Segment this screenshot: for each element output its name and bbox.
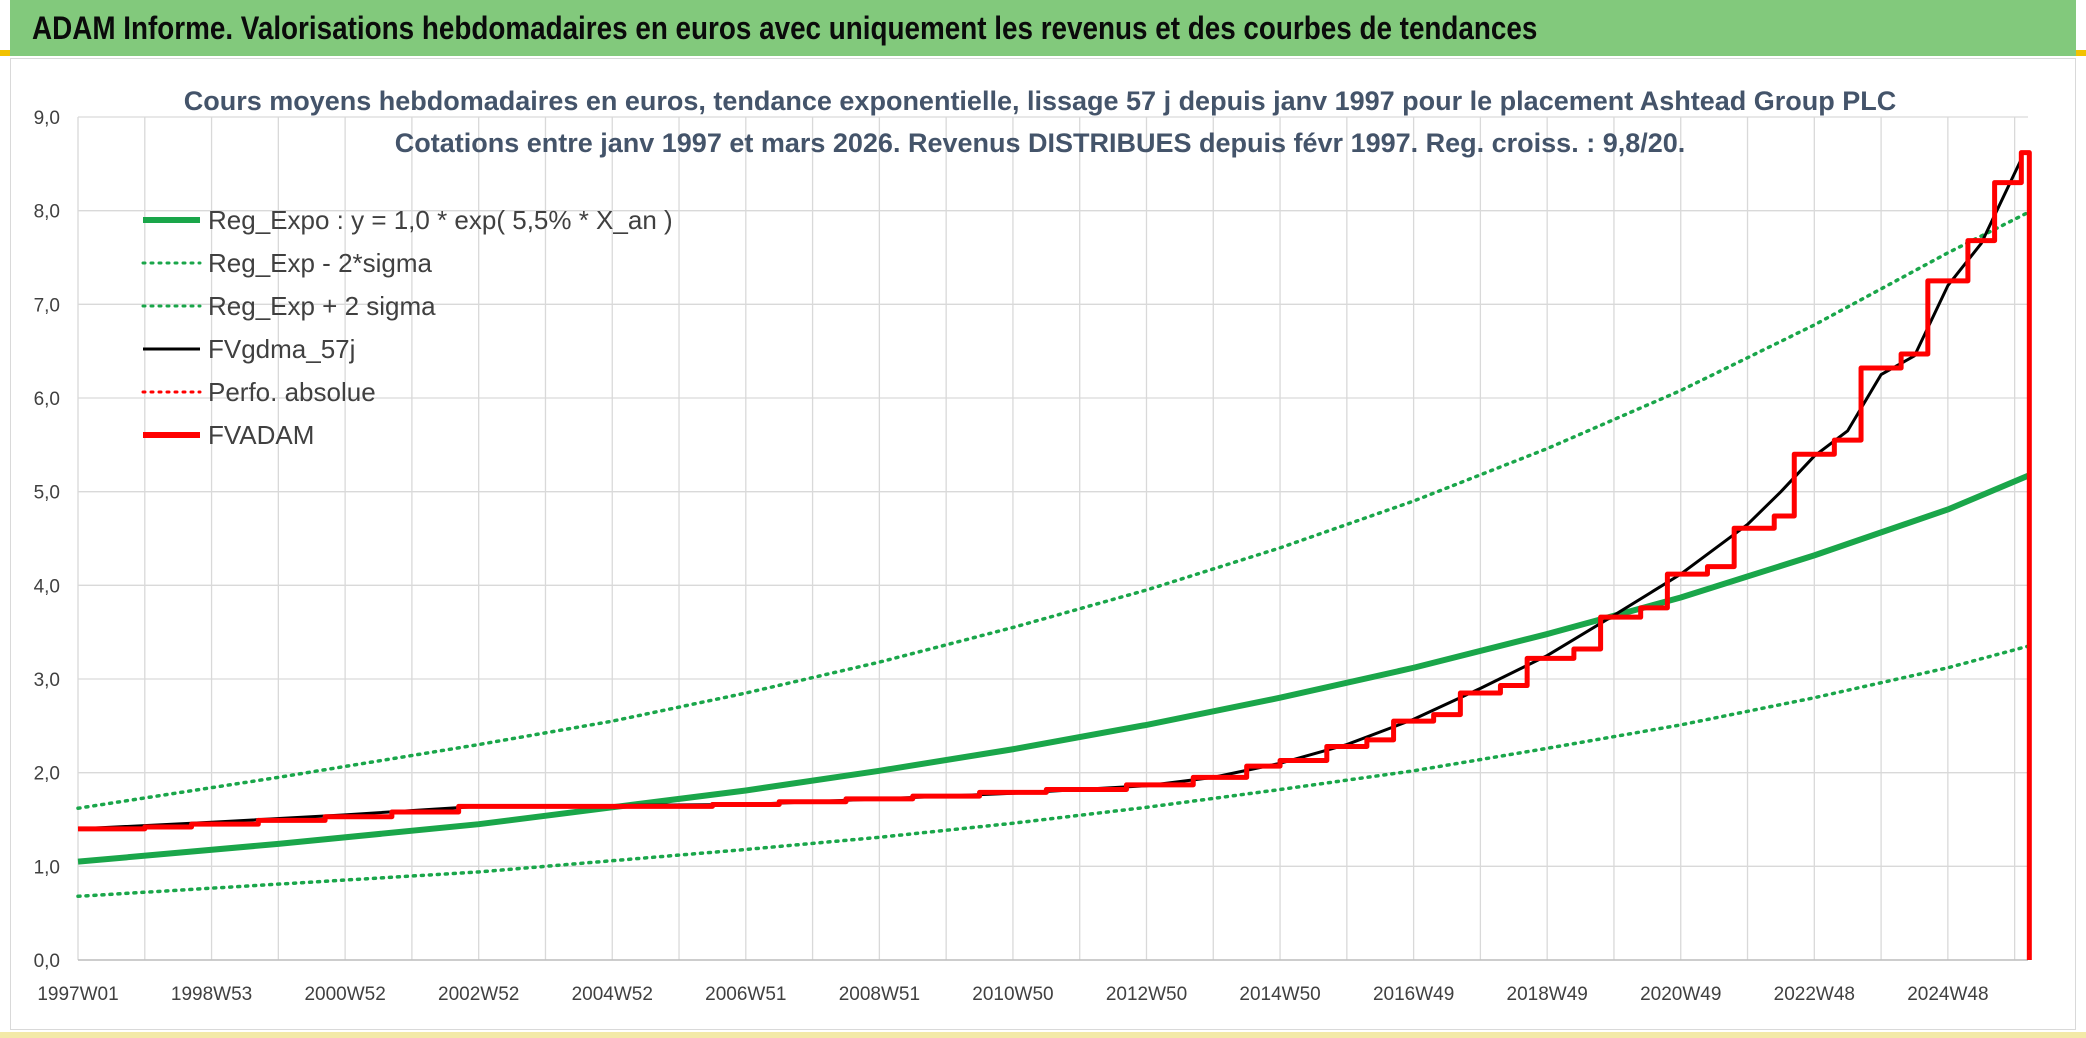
y-tick-label: 4,0 [34, 576, 60, 597]
series-line-5 [78, 150, 2032, 960]
legend-label: Reg_Exp - 2*sigma [208, 248, 433, 278]
chart-title: Cours moyens hebdomadaires en euros, ten… [184, 86, 1897, 116]
legend-label: FVADAM [208, 420, 314, 450]
legend: Reg_Expo : y = 1,0 * exp( 5,5% * X_an ) R… [141, 205, 673, 450]
series-lines [76, 150, 2032, 960]
x-tick-label: 2024W48 [1907, 984, 1988, 1005]
legend-label: Perfo. absolue [208, 377, 376, 407]
series-line-1 [76, 644, 2030, 899]
y-tick-label: 7,0 [34, 295, 60, 316]
legend-label: Reg_Expo : y = 1,0 * exp( 5,5% * X_an ) [208, 205, 673, 235]
y-tick-label: 5,0 [34, 483, 60, 504]
x-tick-label: 1998W53 [171, 984, 252, 1005]
x-tick-label: 2000W52 [304, 984, 385, 1005]
legend-label: Reg_Exp + 2 sigma [208, 291, 436, 321]
x-tick-label: 1997W01 [37, 984, 118, 1005]
x-tick-label: 2014W50 [1239, 984, 1320, 1005]
x-axis-tick-labels: 1997W01 1998W53 2000W52 2002W52 2004W52 2006W… [37, 984, 1988, 1005]
header-corner-right [2076, 50, 2086, 56]
report-header: ADAM Informe. Valorisations hebdomadaire… [10, 0, 2076, 56]
y-tick-label: 1,0 [34, 857, 60, 878]
x-tick-label: 2016W49 [1373, 984, 1454, 1005]
y-axis-tick-labels: 0,0 1,0 2,0 3,0 4,0 5,0 6,0 7,0 8,0 9,0 [34, 108, 60, 972]
y-tick-label: 2,0 [34, 764, 60, 785]
x-tick-label: 2012W50 [1106, 984, 1187, 1005]
chart-subtitle: Cotations entre janv 1997 et mars 2026. … [395, 128, 1686, 158]
x-tick-label: 2002W52 [438, 984, 519, 1005]
x-tick-label: 2004W52 [572, 984, 653, 1005]
y-tick-label: 8,0 [34, 202, 60, 223]
y-tick-label: 6,0 [34, 389, 60, 410]
y-tick-label: 3,0 [34, 670, 60, 691]
legend-label: FVgdma_57j [208, 334, 355, 364]
x-tick-label: 2022W48 [1774, 984, 1855, 1005]
y-tick-label: 0,0 [34, 951, 60, 972]
x-tick-label: 2018W49 [1507, 984, 1588, 1005]
x-tick-label: 2006W51 [705, 984, 786, 1005]
bottom-strip [0, 1032, 2086, 1038]
series-line-2 [76, 210, 2030, 811]
x-tick-label: 2010W50 [972, 984, 1053, 1005]
header-corner-left [0, 50, 10, 56]
x-tick-label: 2020W49 [1640, 984, 1721, 1005]
x-tick-label: 2008W51 [839, 984, 920, 1005]
report-title: ADAM Informe. Valorisations hebdomadaire… [32, 9, 1538, 46]
series-line-0 [77, 472, 2030, 865]
y-tick-label: 9,0 [34, 108, 60, 129]
grid-lines [77, 116, 2028, 961]
